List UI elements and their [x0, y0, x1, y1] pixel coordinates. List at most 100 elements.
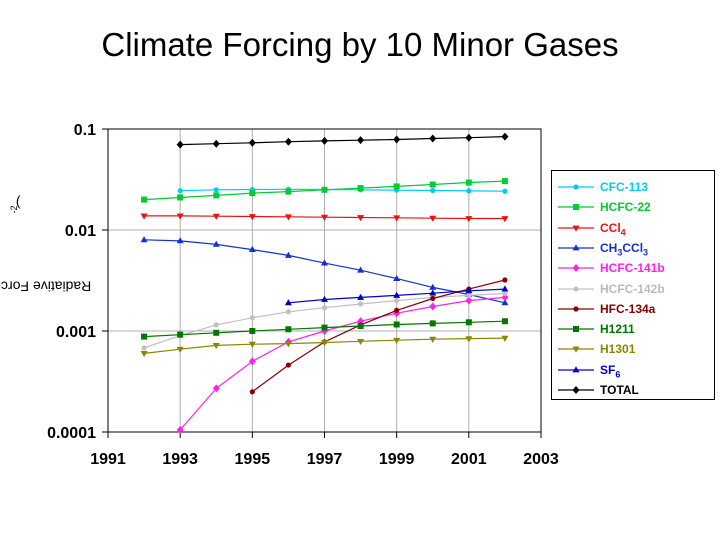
legend-swatch: [558, 386, 594, 394]
data-point: [284, 214, 292, 221]
data-point: [502, 188, 508, 194]
data-point: [465, 179, 472, 186]
x-tick-label: 1993: [162, 451, 198, 468]
data-point: [248, 245, 256, 252]
series-hcfc-22: [141, 178, 508, 203]
data-point: [176, 237, 184, 244]
data-point: [321, 305, 328, 311]
data-point: [393, 274, 401, 282]
data-point: [501, 299, 509, 306]
data-point: [393, 183, 400, 190]
data-point: [394, 297, 400, 304]
legend-marker: [572, 264, 580, 273]
data-point: [502, 277, 508, 283]
series-ch3ccl3: [140, 236, 509, 306]
series-h1211: [141, 318, 508, 340]
legend-label: CH3CCl3: [600, 240, 649, 258]
legend-item: TOTAL: [552, 380, 712, 400]
tick-labels: 1991 1993 1995 1997 1999 2001 2003 0.0001 0.001 0…: [47, 122, 559, 468]
legend-swatch: [558, 244, 594, 251]
data-point: [501, 335, 509, 342]
legend-marker: [573, 204, 579, 211]
legend-swatch: [558, 184, 594, 190]
legend-item: SF6: [552, 360, 712, 380]
data-point: [429, 336, 437, 343]
data-point: [429, 181, 436, 188]
data-point: [140, 213, 148, 220]
x-tick-label: 1991: [90, 451, 126, 468]
data-point: [285, 326, 292, 333]
legend-item: HFC-134a: [552, 299, 712, 319]
data-point: [429, 283, 437, 290]
data-point: [249, 389, 255, 395]
data-point: [501, 318, 508, 325]
data-point: [393, 321, 400, 328]
data-point: [429, 134, 437, 143]
data-point: [321, 186, 328, 193]
x-tick-label: 1997: [307, 451, 343, 468]
legend-swatch: [558, 346, 594, 354]
data-point: [213, 329, 220, 336]
legend: CFC-113 HCFC-22 CCl4 CH3CCl3 HCFC-141b HCFC-1…: [551, 170, 715, 400]
legend-swatch: [558, 225, 594, 232]
legend-item: HCFC-141b: [552, 258, 712, 278]
data-point: [429, 302, 437, 311]
y-tick-label: 0.1: [74, 122, 96, 139]
data-point: [465, 319, 472, 326]
data-point: [321, 340, 328, 347]
x-tick-label: 2003: [523, 451, 559, 468]
data-point: [357, 215, 365, 222]
legend-swatch: [558, 306, 594, 312]
legend-marker: [573, 306, 579, 312]
legend-label: HCFC-142b: [600, 281, 665, 296]
legend-label: CCl4: [600, 220, 626, 237]
legend-marker: [573, 184, 579, 190]
series-line: [180, 188, 505, 192]
legend-label: CFC-113: [600, 180, 649, 194]
legend-item: H1211: [552, 319, 712, 339]
data-point: [213, 192, 220, 199]
data-point: [429, 215, 437, 222]
legend-swatch: [558, 264, 594, 273]
data-point: [285, 188, 292, 195]
data-point: [501, 216, 509, 223]
data-point: [177, 188, 183, 194]
data-point: [284, 251, 292, 258]
data-point: [321, 324, 328, 331]
data-point: [501, 178, 508, 185]
data-point: [502, 290, 508, 297]
data-point: [248, 357, 256, 366]
data-point: [176, 425, 184, 434]
data-point: [212, 213, 220, 220]
series-h1301: [140, 335, 509, 358]
data-point: [430, 295, 436, 302]
data-point: [249, 315, 255, 321]
data-point: [465, 133, 473, 142]
legend-swatch: [558, 326, 594, 333]
legend-marker: [572, 225, 580, 232]
legend-item: CFC-113: [552, 177, 712, 197]
data-point: [141, 345, 147, 351]
data-point: [321, 214, 328, 221]
data-point: [212, 240, 220, 247]
data-point: [140, 351, 148, 358]
legend-label: TOTAL: [600, 383, 639, 397]
data-point: [284, 299, 292, 306]
y-tick-label: 0.001: [56, 324, 96, 341]
series-line: [179, 296, 505, 431]
data-point: [249, 190, 256, 197]
legend-marker: [572, 244, 580, 251]
data-point: [248, 341, 256, 348]
data-point: [321, 259, 328, 266]
data-point: [141, 333, 148, 340]
data-point: [321, 136, 328, 145]
legend-item: HCFC-142b: [552, 279, 712, 299]
grid-lines: [108, 129, 541, 432]
chart-title: Climate Forcing by 10 Minor Gases: [101, 26, 619, 63]
legend-label: HFC-134a: [600, 301, 656, 316]
data-point: [465, 336, 473, 343]
data-point: [393, 215, 401, 222]
data-point: [357, 266, 365, 273]
data-point: [393, 291, 401, 298]
data-point: [430, 187, 436, 194]
